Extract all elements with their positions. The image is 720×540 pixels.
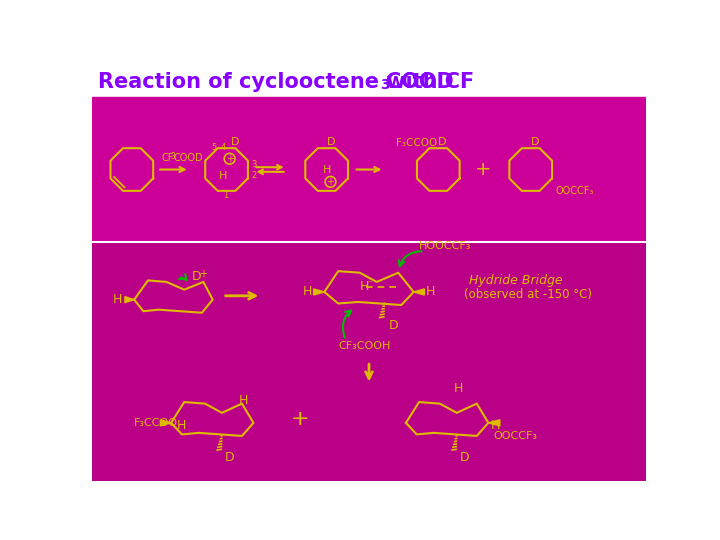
Polygon shape	[161, 420, 171, 426]
Polygon shape	[414, 289, 425, 295]
Text: (observed at -150 °C): (observed at -150 °C)	[464, 288, 592, 301]
Text: CF: CF	[161, 153, 174, 164]
Text: 1: 1	[223, 191, 229, 200]
Text: D: D	[327, 137, 335, 147]
Text: H: H	[323, 165, 331, 174]
Text: OOCCF₃: OOCCF₃	[555, 186, 594, 196]
Text: +: +	[290, 409, 309, 429]
Text: +: +	[225, 154, 233, 164]
Text: Hydride Bridge: Hydride Bridge	[469, 274, 563, 287]
Text: +: +	[326, 177, 335, 187]
Text: D: D	[225, 451, 235, 464]
Polygon shape	[125, 296, 134, 303]
Text: OOCCF₃: OOCCF₃	[494, 431, 538, 441]
Text: H: H	[302, 286, 312, 299]
Text: +: +	[199, 269, 207, 279]
Bar	[92, 65, 647, 97]
Text: COOD: COOD	[174, 153, 203, 164]
Polygon shape	[314, 289, 324, 295]
Text: 2: 2	[251, 171, 256, 180]
Text: H: H	[360, 280, 369, 293]
Text: HOOCCF₃: HOOCCF₃	[419, 241, 472, 251]
Text: D: D	[531, 137, 539, 147]
Bar	[92, 242, 647, 481]
Text: 3: 3	[381, 78, 390, 92]
Text: Reaction of cyclooctene with CF: Reaction of cyclooctene with CF	[98, 72, 474, 92]
Text: CF₃COOH: CF₃COOH	[338, 341, 390, 351]
Text: D: D	[230, 137, 239, 147]
Text: +: +	[474, 160, 491, 179]
Polygon shape	[488, 420, 500, 426]
Text: 4: 4	[220, 144, 225, 152]
Text: F₃CCOO: F₃CCOO	[396, 138, 437, 147]
Text: 3: 3	[251, 160, 256, 170]
Text: F₃CCOO: F₃CCOO	[134, 418, 178, 428]
Text: 3: 3	[171, 152, 175, 161]
Text: D: D	[438, 137, 447, 147]
Text: H: H	[112, 293, 122, 306]
Text: ⁻: ⁻	[366, 279, 371, 289]
Text: D: D	[192, 270, 202, 283]
Text: H: H	[490, 418, 500, 431]
Text: H: H	[219, 171, 228, 181]
Text: 5: 5	[211, 144, 217, 152]
Text: D: D	[460, 451, 469, 464]
Text: COOD: COOD	[386, 72, 454, 92]
Text: H: H	[239, 394, 248, 407]
Text: H: H	[454, 382, 463, 395]
Text: D: D	[388, 319, 398, 332]
Bar	[92, 97, 647, 242]
Text: H: H	[426, 286, 436, 299]
Text: H: H	[176, 418, 186, 431]
